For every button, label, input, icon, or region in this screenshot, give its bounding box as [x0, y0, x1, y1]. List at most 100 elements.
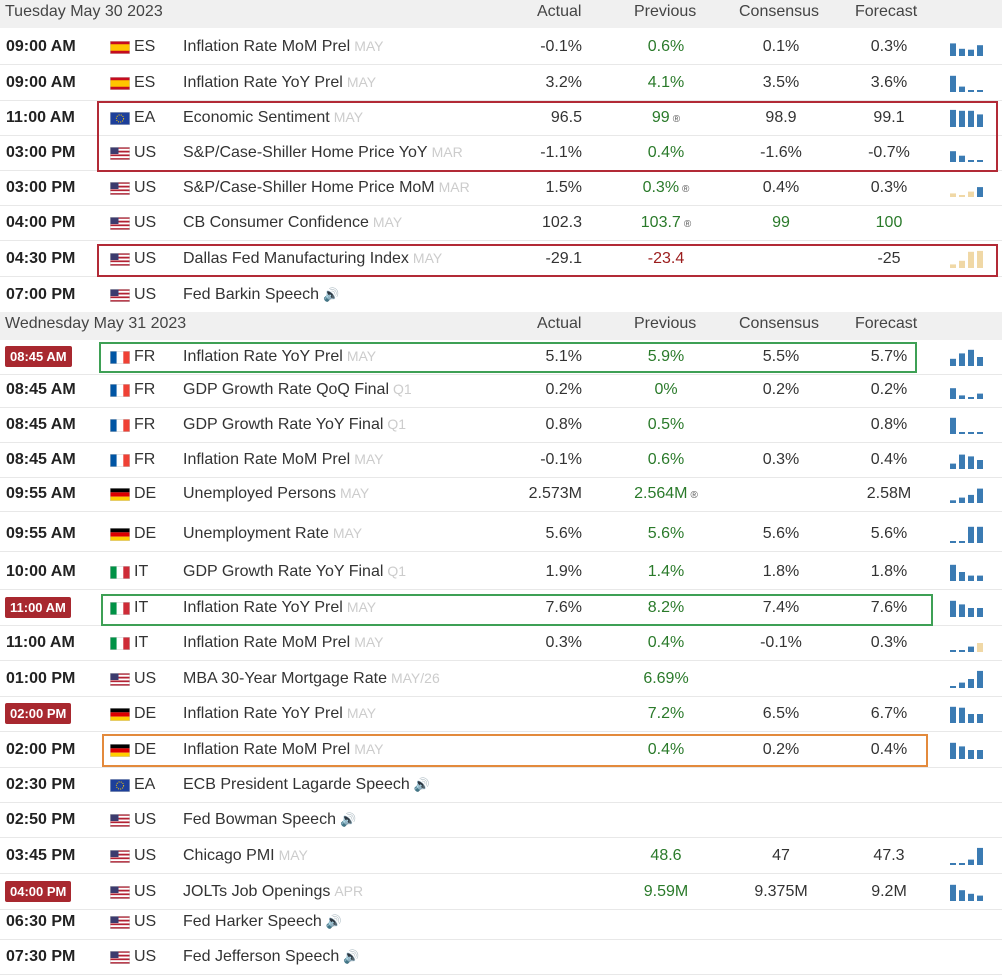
sparkline-chart[interactable] [950, 451, 986, 469]
event-title[interactable]: Inflation Rate YoY Prel [183, 599, 343, 616]
event-title[interactable]: GDP Growth Rate QoQ Final [183, 381, 389, 398]
sparkline-chart[interactable] [950, 634, 986, 652]
event-title[interactable]: Economic Sentiment [183, 109, 330, 126]
event-title[interactable]: Inflation Rate MoM Prel [183, 38, 351, 55]
sparkline-chart[interactable] [950, 348, 986, 366]
event-title[interactable]: CB Consumer Confidence [183, 214, 369, 231]
calendar-row[interactable]: 07:30 PM US Fed Jefferson Speech 🔊 [0, 940, 1002, 975]
calendar-row[interactable]: 03:00 PM US S&P/Case-Shiller Home Price Mo… [0, 171, 1002, 206]
sparkline-chart[interactable] [950, 525, 986, 543]
event-name[interactable]: Inflation Rate YoY Prel MAY [183, 705, 376, 723]
calendar-row[interactable]: 04:30 PM US Dallas Fed Manufacturing Index… [0, 242, 1002, 277]
event-title[interactable]: GDP Growth Rate YoY Final [183, 563, 384, 580]
event-title[interactable]: GDP Growth Rate YoY Final [183, 416, 384, 433]
calendar-row[interactable]: 09:00 AM ES Inflation Rate MoM Prel MAY -0.1… [0, 30, 1002, 65]
event-name[interactable]: ECB President Lagarde Speech 🔊 [183, 776, 430, 794]
event-name[interactable]: GDP Growth Rate QoQ Final Q1 [183, 381, 412, 399]
calendar-row[interactable]: 08:45 AM FR GDP Growth Rate QoQ Final Q1 0.2… [0, 373, 1002, 408]
event-name[interactable]: Inflation Rate YoY Prel MAY [183, 599, 376, 617]
event-title[interactable]: Dallas Fed Manufacturing Index [183, 250, 409, 267]
event-title[interactable]: Inflation Rate MoM Prel [183, 741, 351, 758]
sparkline-chart[interactable] [950, 563, 986, 581]
sparkline-chart[interactable] [950, 485, 986, 503]
event-title[interactable]: Inflation Rate MoM Prel [183, 634, 351, 651]
sparkline-chart[interactable] [950, 741, 986, 759]
event-title[interactable]: Fed Bowman Speech [183, 811, 336, 828]
event-name[interactable]: Inflation Rate YoY Prel MAY [183, 348, 376, 366]
sparkline-chart[interactable] [950, 705, 986, 723]
event-name[interactable]: CB Consumer Confidence MAY [183, 214, 402, 232]
event-name[interactable]: Dallas Fed Manufacturing Index MAY [183, 250, 442, 268]
event-title[interactable]: Fed Jefferson Speech [183, 948, 340, 965]
sparkline-chart[interactable] [950, 179, 986, 197]
sparkline-bar [968, 608, 974, 617]
event-title[interactable]: Fed Barkin Speech [183, 286, 320, 303]
event-title[interactable]: Inflation Rate YoY Prel [183, 74, 343, 91]
event-name[interactable]: S&P/Case-Shiller Home Price YoY MAR [183, 144, 463, 162]
event-name[interactable]: Inflation Rate MoM Prel MAY [183, 741, 384, 759]
event-title[interactable]: Inflation Rate YoY Prel [183, 705, 343, 722]
event-name[interactable]: GDP Growth Rate YoY Final Q1 [183, 416, 406, 434]
event-title[interactable]: Inflation Rate YoY Prel [183, 348, 343, 365]
sparkline-chart[interactable] [950, 670, 986, 688]
calendar-row[interactable]: 08:45 AM FR Inflation Rate MoM Prel MAY -0.1… [0, 443, 1002, 478]
calendar-row[interactable]: 01:00 PM US MBA 30-Year Mortgage Rate MAY/2… [0, 662, 1002, 697]
calendar-row[interactable]: 10:00 AM IT GDP Growth Rate YoY Final Q1 1.9… [0, 555, 1002, 590]
calendar-row[interactable]: 04:00 PM US JOLTs Job Openings APR 9.59M 9.37… [0, 875, 1002, 910]
calendar-row[interactable]: 02:00 PM DE Inflation Rate YoY Prel MAY 7.2%… [0, 697, 1002, 732]
sparkline-chart[interactable] [950, 599, 986, 617]
sparkline-chart[interactable] [950, 847, 986, 865]
event-title[interactable]: Inflation Rate MoM Prel [183, 451, 351, 468]
event-name[interactable]: Fed Harker Speech 🔊 [183, 913, 342, 931]
previous-value: 5.9% [606, 348, 726, 366]
calendar-row[interactable]: 02:50 PM US Fed Bowman Speech 🔊 [0, 803, 1002, 838]
event-name[interactable]: Inflation Rate MoM Prel MAY [183, 451, 384, 469]
calendar-row[interactable]: 09:55 AM DE Unemployment Rate MAY 5.6% 5.6% 5.… [0, 517, 1002, 552]
event-name[interactable]: Unemployed Persons MAY [183, 485, 369, 503]
calendar-row[interactable]: 03:45 PM US Chicago PMI MAY 48.6 47 47.3 [0, 839, 1002, 874]
sparkline-chart[interactable] [950, 38, 986, 56]
calendar-row[interactable]: 09:00 AM ES Inflation Rate YoY Prel MAY 3.2%… [0, 66, 1002, 101]
event-name[interactable]: JOLTs Job Openings APR [183, 883, 363, 901]
sparkline-chart[interactable] [950, 416, 986, 434]
calendar-row[interactable]: 02:00 PM DE Inflation Rate MoM Prel MAY 0.4%… [0, 733, 1002, 768]
sparkline-chart[interactable] [950, 250, 986, 268]
event-name[interactable]: Fed Barkin Speech 🔊 [183, 286, 339, 304]
calendar-row[interactable]: 03:00 PM US S&P/Case-Shiller Home Price Yo… [0, 136, 1002, 171]
event-name[interactable]: Unemployment Rate MAY [183, 525, 362, 543]
event-title[interactable]: S&P/Case-Shiller Home Price MoM [183, 179, 435, 196]
calendar-row[interactable]: 09:55 AM DE Unemployed Persons MAY 2.573M 2.5… [0, 477, 1002, 512]
event-title[interactable]: ECB President Lagarde Speech [183, 776, 410, 793]
calendar-row[interactable]: 11:00 AM EA Economic Sentiment MAY 96.5 99 ® 98… [0, 101, 1002, 136]
calendar-row[interactable]: 04:00 PM US CB Consumer Confidence MAY 102.3… [0, 206, 1002, 241]
calendar-row[interactable]: 08:45 AM FR GDP Growth Rate YoY Final Q1 0.8… [0, 408, 1002, 443]
calendar-row[interactable]: 11:00 AM IT Inflation Rate YoY Prel MAY 7.6%… [0, 591, 1002, 626]
calendar-row[interactable]: 02:30 PM EA ECB President Lagarde Speech 🔊 [0, 768, 1002, 803]
calendar-row[interactable]: 11:00 AM IT Inflation Rate MoM Prel MAY 0.3%… [0, 626, 1002, 661]
calendar-row[interactable]: 06:30 PM US Fed Harker Speech 🔊 [0, 905, 1002, 940]
event-title[interactable]: Fed Harker Speech [183, 913, 322, 930]
event-title[interactable]: Unemployment Rate [183, 525, 329, 542]
event-name[interactable]: MBA 30-Year Mortgage Rate MAY/26 [183, 670, 440, 688]
event-name[interactable]: S&P/Case-Shiller Home Price MoM MAR [183, 179, 470, 197]
event-name[interactable]: GDP Growth Rate YoY Final Q1 [183, 563, 406, 581]
event-name[interactable]: Economic Sentiment MAY [183, 109, 363, 127]
event-name[interactable]: Inflation Rate MoM Prel MAY [183, 634, 384, 652]
event-name[interactable]: Fed Bowman Speech 🔊 [183, 811, 356, 829]
event-title[interactable]: MBA 30-Year Mortgage Rate [183, 670, 387, 687]
event-title[interactable]: Unemployed Persons [183, 485, 336, 502]
event-title[interactable]: S&P/Case-Shiller Home Price YoY [183, 144, 428, 161]
sparkline-chart[interactable] [950, 381, 986, 399]
sparkline-chart[interactable] [950, 74, 986, 92]
sparkline-chart[interactable] [950, 144, 986, 162]
event-name[interactable]: Chicago PMI MAY [183, 847, 308, 865]
event-name[interactable]: Inflation Rate MoM Prel MAY [183, 38, 384, 56]
event-name[interactable]: Inflation Rate YoY Prel MAY [183, 74, 376, 92]
event-name[interactable]: Fed Jefferson Speech 🔊 [183, 948, 359, 966]
event-title[interactable]: Chicago PMI [183, 847, 275, 864]
event-title[interactable]: JOLTs Job Openings [183, 883, 331, 900]
calendar-row[interactable]: 07:00 PM US Fed Barkin Speech 🔊 [0, 278, 1002, 313]
sparkline-chart[interactable] [950, 883, 986, 901]
sparkline-chart[interactable] [950, 109, 986, 127]
calendar-row[interactable]: 08:45 AM FR Inflation Rate YoY Prel MAY 5.1%… [0, 340, 1002, 375]
